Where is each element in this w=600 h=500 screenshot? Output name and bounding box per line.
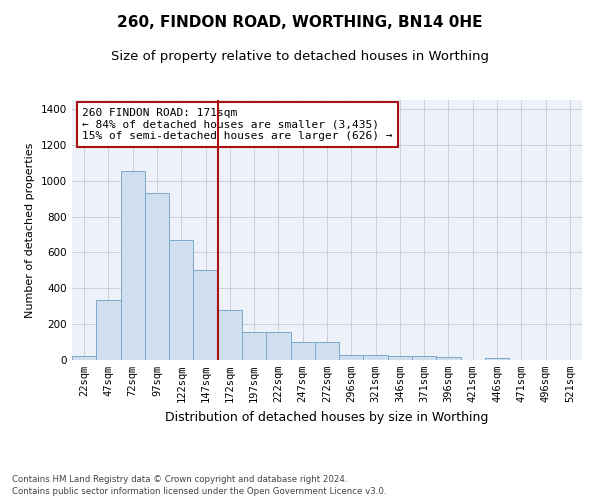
Bar	[339, 354, 364, 360]
Bar	[121, 171, 145, 360]
Text: 260 FINDON ROAD: 171sqm
← 84% of detached houses are smaller (3,435)
15% of semi: 260 FINDON ROAD: 171sqm ← 84% of detache…	[82, 108, 392, 141]
Bar	[485, 358, 509, 360]
Bar	[412, 356, 436, 360]
Bar	[72, 356, 96, 360]
Bar	[266, 332, 290, 360]
Bar	[169, 240, 193, 360]
Bar	[315, 342, 339, 360]
Text: Contains HM Land Registry data © Crown copyright and database right 2024.: Contains HM Land Registry data © Crown c…	[12, 475, 347, 484]
Bar	[145, 193, 169, 360]
Bar	[218, 310, 242, 360]
Bar	[193, 270, 218, 360]
Bar	[364, 354, 388, 360]
Bar	[388, 356, 412, 360]
Y-axis label: Number of detached properties: Number of detached properties	[25, 142, 35, 318]
Text: Contains public sector information licensed under the Open Government Licence v3: Contains public sector information licen…	[12, 488, 386, 496]
X-axis label: Distribution of detached houses by size in Worthing: Distribution of detached houses by size …	[166, 410, 488, 424]
Bar	[436, 358, 461, 360]
Bar	[290, 342, 315, 360]
Text: 260, FINDON ROAD, WORTHING, BN14 0HE: 260, FINDON ROAD, WORTHING, BN14 0HE	[117, 15, 483, 30]
Bar	[242, 332, 266, 360]
Text: Size of property relative to detached houses in Worthing: Size of property relative to detached ho…	[111, 50, 489, 63]
Bar	[96, 300, 121, 360]
